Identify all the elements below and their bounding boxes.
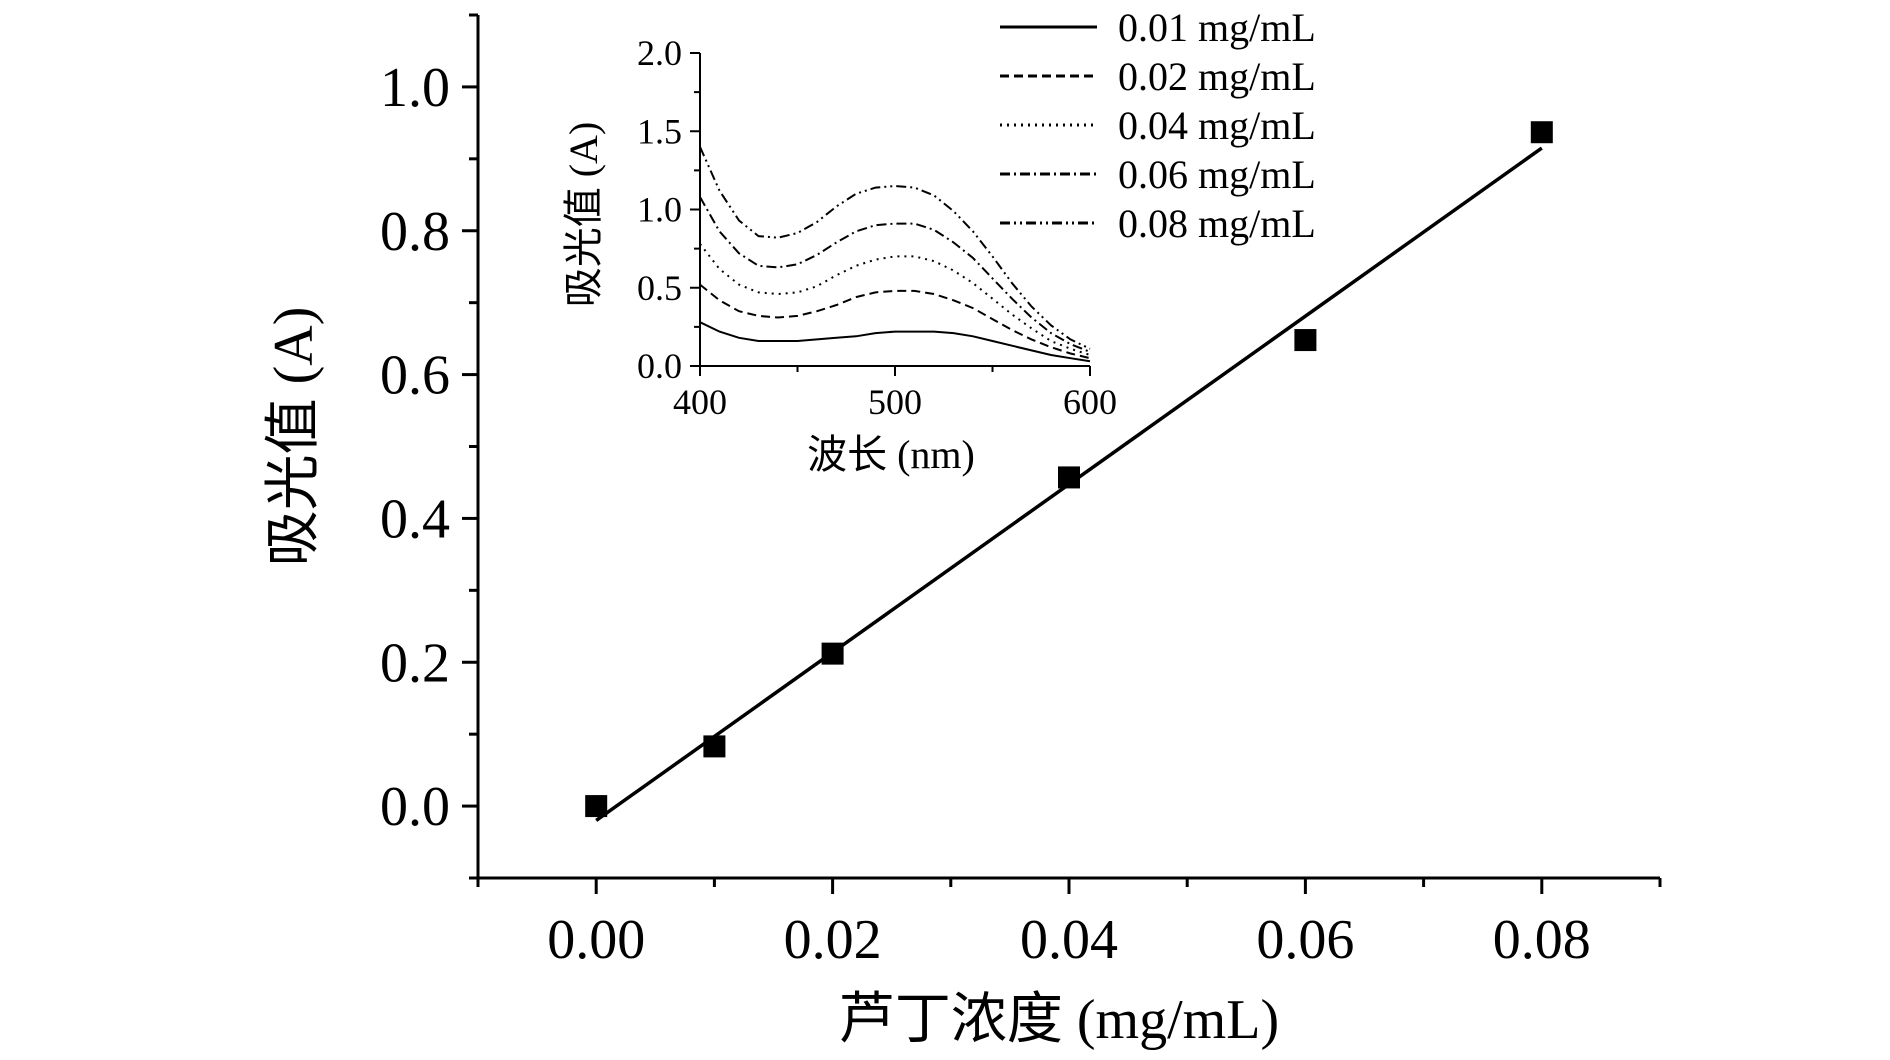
main-x-tick-label: 0.00 (547, 909, 645, 971)
spectrum-line (699, 146, 1091, 350)
main-x-tick-label: 0.06 (1256, 909, 1354, 971)
main-y-tick-label: 0.8 (380, 201, 450, 263)
data-point-marker (1294, 329, 1317, 352)
legend-label: 0.02 mg/mL (1118, 54, 1316, 99)
data-point-marker (821, 642, 844, 665)
main-y-tick-label: 0.4 (380, 488, 450, 550)
main-y-tick-label: 0.2 (380, 632, 450, 694)
main-x-tick-label: 0.02 (784, 909, 882, 971)
inset-x-tick-label: 600 (1063, 382, 1117, 422)
inset-y-tick-label: 0.0 (637, 346, 682, 386)
data-point-marker (1058, 466, 1080, 489)
inset-y-tick-label: 1.5 (637, 111, 682, 151)
spectrum-line (699, 243, 1091, 356)
main-chart: 0.0 0.2 0.4 0.6 0.8 1.0 0.00 0.02 0.04 0.06 0.08 芦… (263, 13, 1662, 1051)
legend-label: 0.08 mg/mL (1118, 201, 1316, 246)
data-point-marker (585, 795, 608, 818)
main-y-tick-label: 0.0 (380, 776, 450, 838)
legend-label: 0.06 mg/mL (1118, 152, 1316, 197)
legend-label: 0.04 mg/mL (1118, 103, 1316, 148)
spectra-lines-group (699, 146, 1091, 363)
inset-y-tick-label: 0.5 (637, 268, 682, 308)
main-y-axis-title: 吸光值 (A) (263, 307, 325, 567)
inset-y-tick-label: 2.0 (637, 33, 682, 73)
legend: 0.01 mg/mL0.02 mg/mL0.04 mg/mL0.06 mg/mL… (1000, 5, 1316, 246)
main-y-tick-label: 1.0 (380, 57, 450, 119)
inset-x-tick-label: 500 (868, 382, 922, 422)
spectrum-line (699, 321, 1091, 363)
spectrum-line (699, 196, 1091, 353)
inset-y-tick-label: 1.0 (637, 190, 682, 230)
inset-x-axis-title: 波长 (nm) (807, 432, 975, 477)
spectrum-line (699, 283, 1091, 360)
data-point-marker (703, 735, 726, 758)
main-y-tick-label: 0.6 (380, 345, 450, 407)
inset-x-tick-label: 400 (673, 382, 727, 422)
inset-axes: 0.0 0.5 1.0 1.5 2.0 400 500 600 (637, 33, 1117, 422)
main-x-axis-title: 芦丁浓度 (mg/mL) (839, 989, 1279, 1051)
inset-chart: 0.0 0.5 1.0 1.5 2.0 400 500 600 波长 (nm) 吸光值 (A) (561, 33, 1117, 477)
inset-y-axis-title: 吸光值 (A) (561, 122, 606, 308)
legend-label: 0.01 mg/mL (1118, 5, 1316, 50)
main-x-tick-label: 0.08 (1493, 909, 1591, 971)
data-point-marker (1530, 121, 1553, 144)
main-x-tick-label: 0.04 (1020, 909, 1118, 971)
data-points-group (585, 121, 1553, 818)
main-axes: 0.0 0.2 0.4 0.6 0.8 1.0 0.00 0.02 0.04 0.06 0.08 (380, 13, 1662, 971)
